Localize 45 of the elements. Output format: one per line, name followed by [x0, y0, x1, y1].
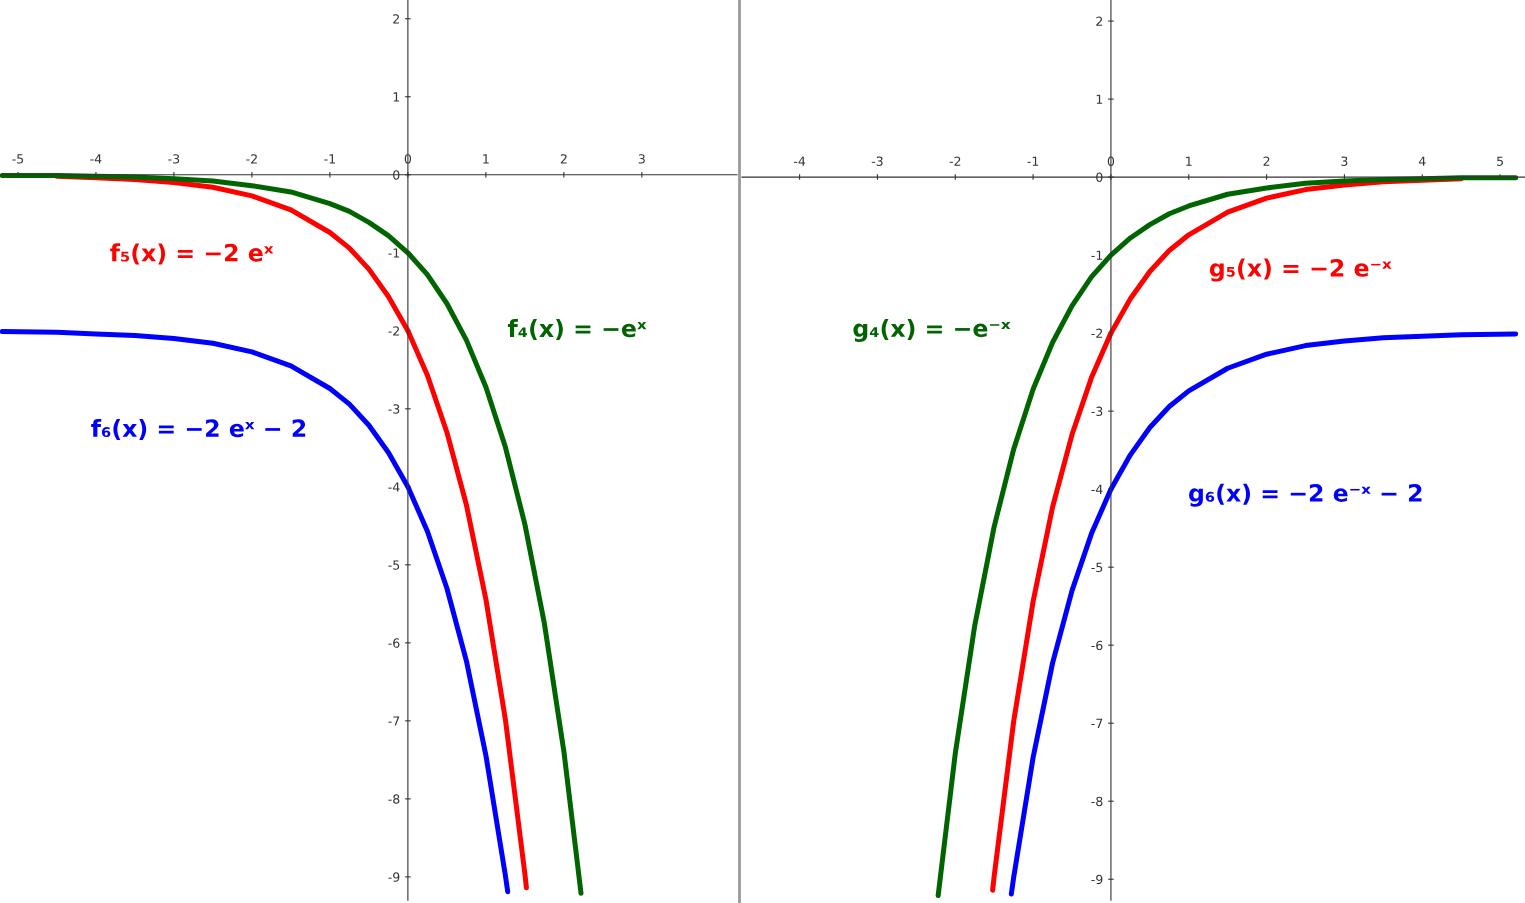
x-tick-label: 1: [1186, 156, 1192, 166]
y-tick-label: 2: [1096, 16, 1103, 26]
y-tick-label: -1: [388, 248, 400, 258]
y-tick-label: -8: [388, 794, 400, 804]
y-tick-label: -4: [1091, 484, 1103, 494]
x-tick-label: -4: [793, 156, 806, 166]
x-tick-label: 3: [1341, 156, 1348, 166]
y-tick-label: -3: [1091, 406, 1103, 417]
series-label: f₄(x) = −eˣ: [507, 318, 647, 341]
x-tick-label: -2: [949, 156, 961, 166]
y-tick-label: -3: [388, 404, 400, 414]
x-tick-label: -1: [324, 154, 335, 164]
x-tick-label: -4: [90, 154, 102, 164]
y-tick-label: -5: [388, 560, 400, 570]
x-tick-label: 4: [1418, 156, 1426, 166]
x-tick-label: 5: [1497, 156, 1503, 166]
y-tick-label: -2: [1091, 328, 1103, 338]
y-tick-label: -7: [1091, 718, 1103, 728]
y-tick-label: -9: [1091, 874, 1103, 885]
text: g₆(x) = −2 e⁻ˣ − 2: [1189, 483, 1422, 507]
y-tick-label: -7: [388, 716, 400, 726]
y-tick-label: 2: [393, 14, 399, 24]
y-tick-label: 1: [1096, 94, 1103, 104]
y-tick-label: -2: [388, 326, 399, 336]
series-label: g₅(x) = −2 e⁻ˣ: [1209, 258, 1392, 282]
x-tick-label: 2: [1263, 156, 1270, 166]
series-label: f₅(x) = −2 eˣ: [110, 243, 274, 265]
x-tick-label: 2: [560, 154, 567, 164]
y-tick-label: 1: [393, 92, 400, 102]
y-tick-label: -5: [1091, 562, 1103, 573]
y-tick-label: -6: [388, 638, 400, 648]
x-tick-label: -5: [12, 154, 24, 164]
y-tick-label: -9: [388, 872, 400, 882]
y-tick-label: -1: [1091, 250, 1103, 260]
y-tick-label: -4: [388, 482, 400, 492]
y-tick-label: -8: [1091, 796, 1103, 807]
y-tick-label: -6: [1091, 640, 1103, 651]
series-label: f₆(x) = −2 eˣ − 2: [91, 418, 306, 440]
x-tick-label: -1: [1027, 156, 1039, 166]
x-tick-label: -2: [246, 154, 257, 164]
series-label: g₄(x) = −e⁻ˣ: [853, 318, 1011, 342]
x-tick-label: 3: [638, 154, 645, 164]
x-tick-label: -3: [168, 154, 180, 164]
x-tick-label: 1: [483, 154, 489, 164]
x-tick-label: -3: [871, 156, 883, 166]
